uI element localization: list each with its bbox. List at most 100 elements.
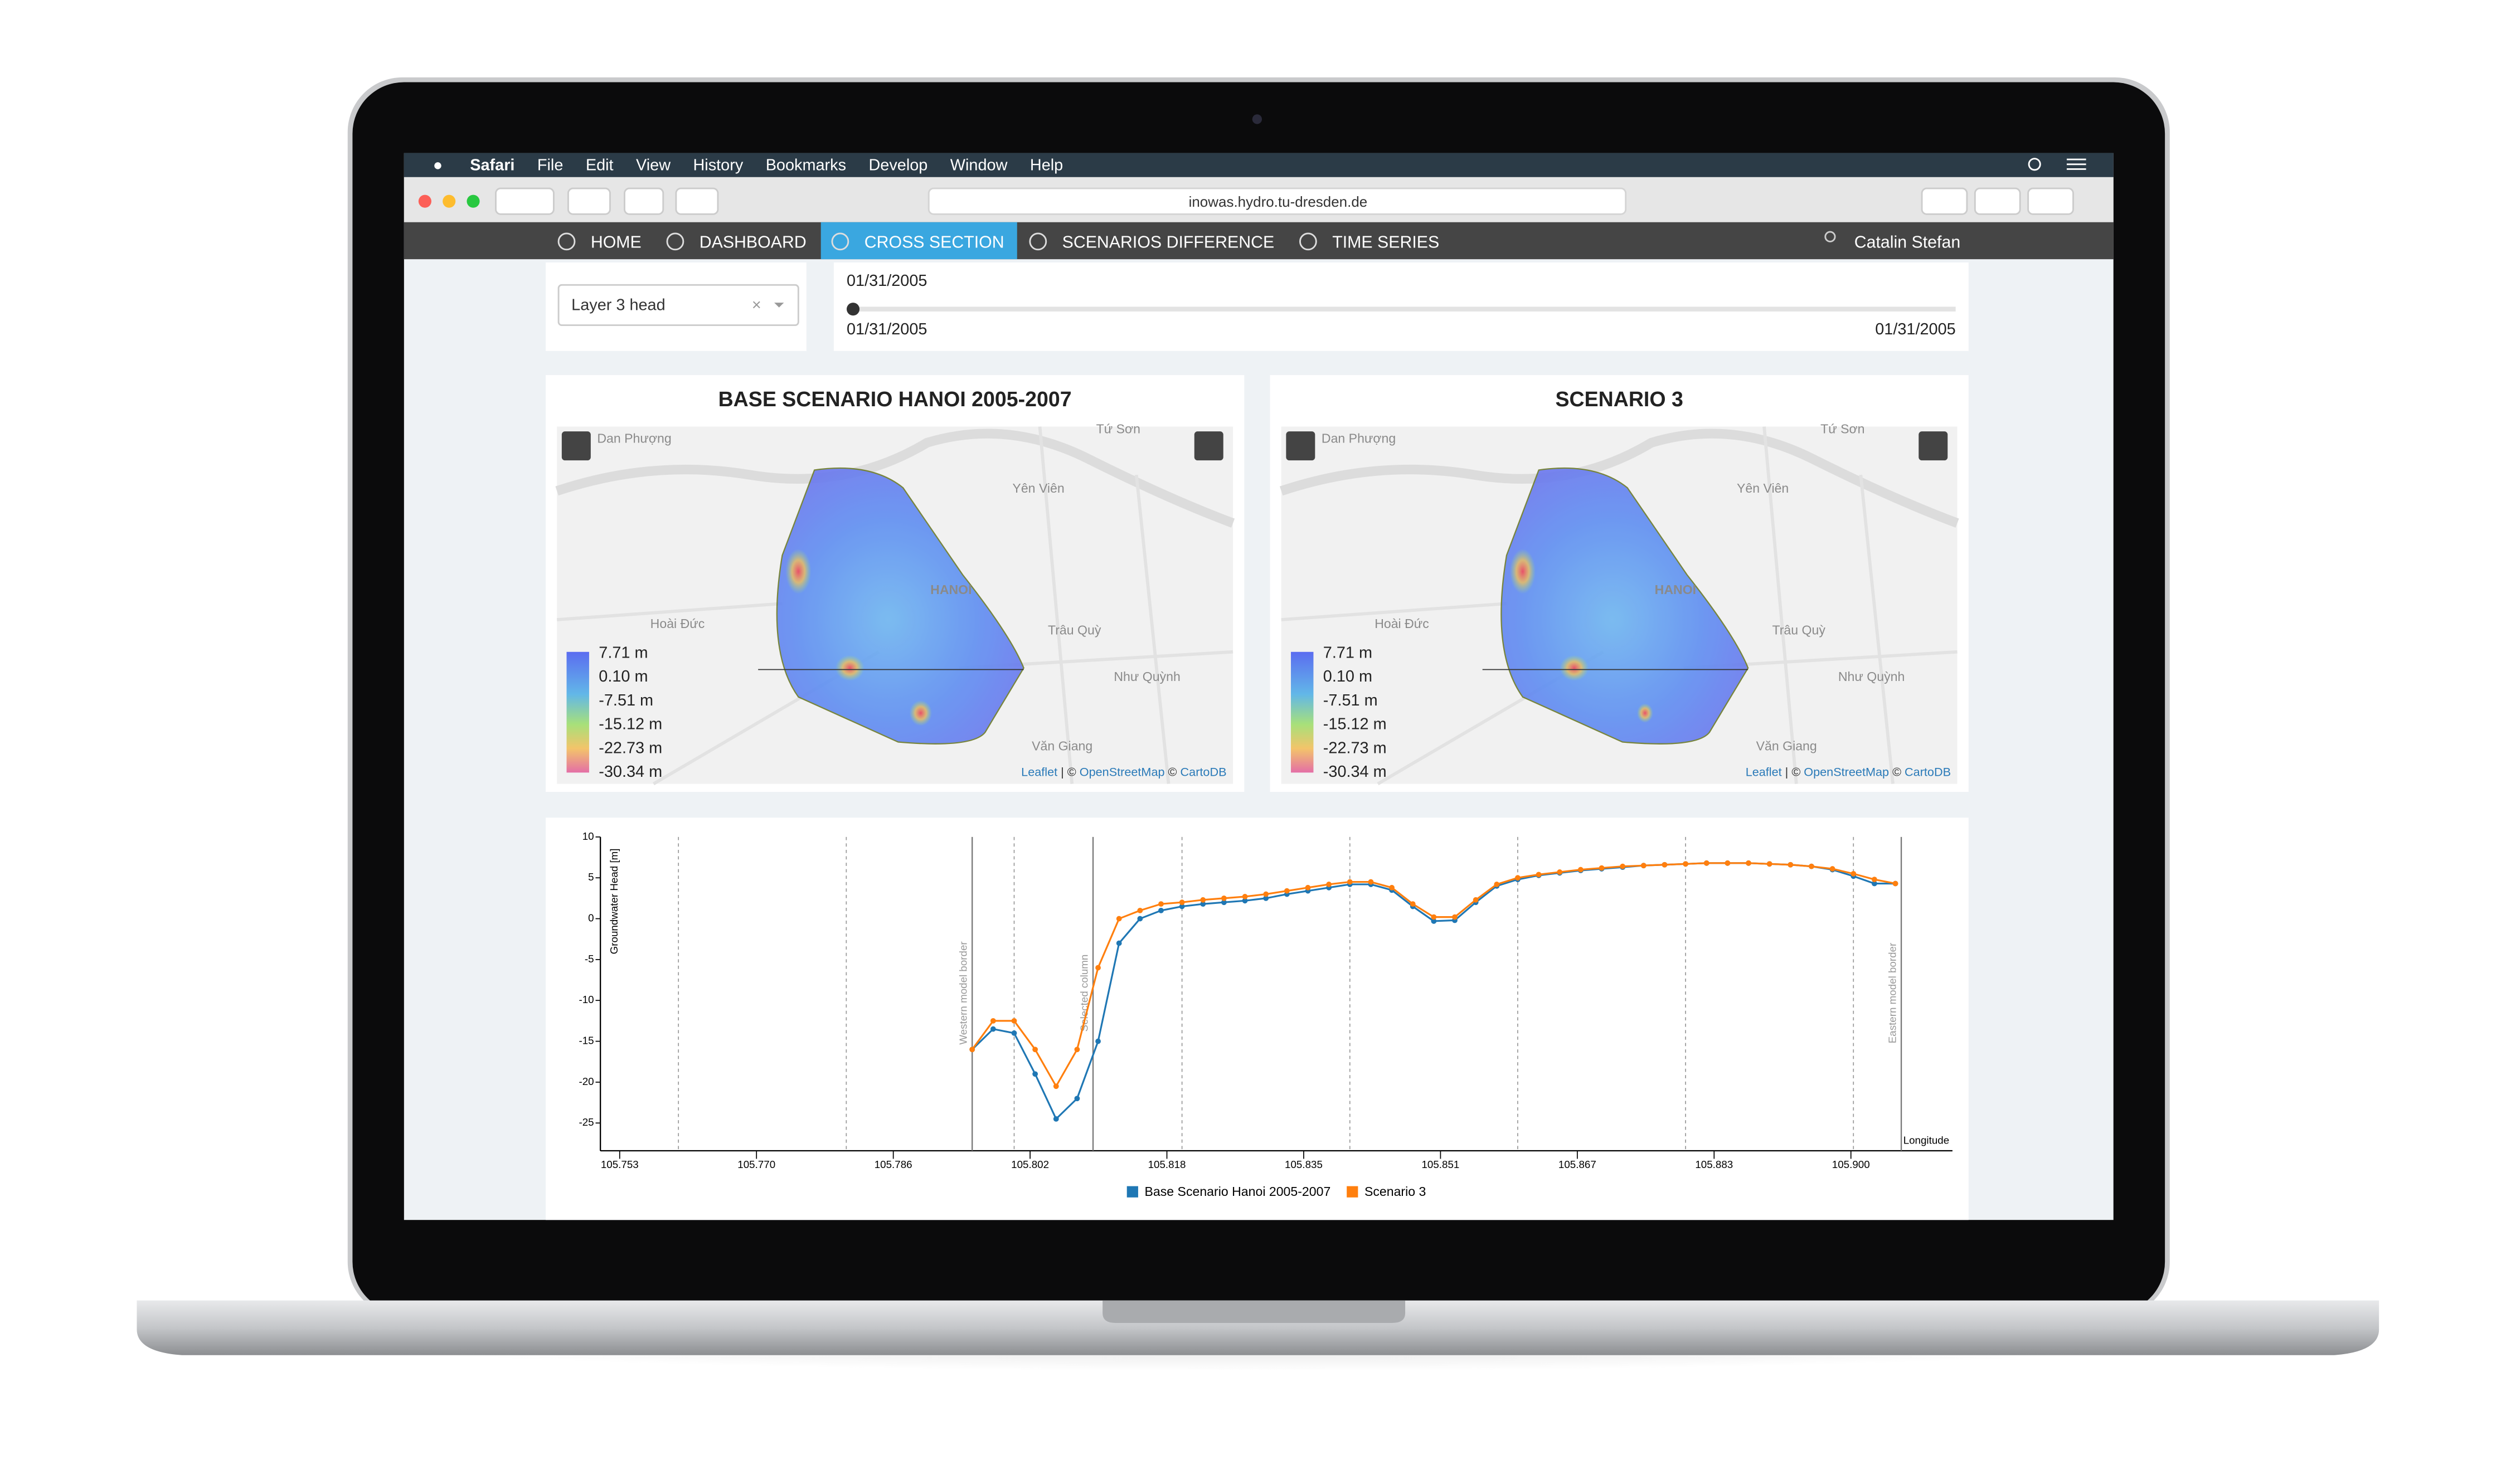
- legend-label[interactable]: Base Scenario Hanoi 2005-2007: [1144, 1184, 1330, 1199]
- data-point: [1746, 860, 1751, 866]
- colorbar-label: -7.51 m: [599, 692, 653, 709]
- data-point: [1011, 1030, 1017, 1036]
- menu-item[interactable]: Window: [950, 156, 1008, 174]
- nav-item[interactable]: SCENARIOS DIFFERENCE: [1019, 222, 1288, 259]
- attribution-link[interactable]: OpenStreetMap: [1076, 765, 1165, 779]
- location-button[interactable]: [1194, 431, 1223, 461]
- layers-button[interactable]: [561, 431, 591, 461]
- y-tick-label: -25: [579, 1116, 594, 1128]
- dropdown-arrow[interactable]: [774, 303, 784, 308]
- attribution-link[interactable]: CartoDB: [1901, 765, 1951, 779]
- data-point: [1305, 884, 1311, 891]
- place-label: Như Quỳnh: [1838, 669, 1905, 684]
- data-point: [1200, 897, 1206, 903]
- menu-item[interactable]: Develop: [868, 156, 927, 174]
- roads: [556, 426, 1233, 786]
- colorbar: [566, 651, 589, 773]
- user-name[interactable]: Catalin Stefan: [1854, 233, 1960, 251]
- nav-label[interactable]: TIME SERIES: [1332, 233, 1439, 251]
- slider-handle[interactable]: [846, 303, 860, 316]
- nav-label[interactable]: SCENARIOS DIFFERENCE: [1062, 233, 1275, 251]
- attribution-link[interactable]: CartoDB: [1177, 765, 1227, 779]
- menu-item[interactable]: Edit: [586, 156, 614, 174]
- data-point: [1389, 884, 1395, 891]
- data-point: [1557, 869, 1563, 875]
- attribution-link[interactable]: OpenStreetMap: [1800, 765, 1889, 779]
- place-label: Văn Giang: [1032, 738, 1092, 753]
- nav-icon: [1029, 232, 1047, 251]
- layers-button[interactable]: [1286, 431, 1315, 461]
- data-point: [1242, 894, 1248, 899]
- x-tick-label: 105.851: [1421, 1159, 1459, 1170]
- nav-item[interactable]: TIME SERIES: [1289, 222, 1452, 259]
- camera: [1252, 114, 1262, 124]
- close-button[interactable]: [418, 194, 431, 208]
- layer-select[interactable]: [557, 284, 799, 326]
- annotation-label: Eastern model border: [1887, 943, 1898, 1043]
- hotspot: [1560, 655, 1589, 681]
- block-button[interactable]: [624, 187, 664, 215]
- location-button[interactable]: [1919, 431, 1948, 461]
- share-button[interactable]: [1974, 187, 2021, 215]
- data-point: [969, 1047, 975, 1053]
- zoom-button[interactable]: [467, 194, 480, 208]
- menu-item[interactable]: History: [693, 156, 743, 174]
- tabs-button[interactable]: [2027, 187, 2074, 215]
- laptop-base: [137, 1300, 2379, 1355]
- attribution: Leaflet | © OpenStreetMap © CartoDB: [1021, 765, 1226, 779]
- place-label: Yên Viên: [1012, 481, 1064, 495]
- data-point: [1494, 882, 1500, 887]
- nav-label[interactable]: CROSS SECTION: [864, 233, 1004, 251]
- clear-icon[interactable]: ×: [752, 296, 761, 314]
- menu-item[interactable]: File: [537, 156, 564, 174]
- y-axis-label: Groundwater Head [m]: [608, 848, 620, 954]
- data-point: [1725, 860, 1731, 866]
- menu-item[interactable]: Help: [1030, 156, 1063, 174]
- attribution-text: ©: [1165, 765, 1177, 779]
- list-icon[interactable]: [2066, 158, 2086, 170]
- extension-button[interactable]: [675, 187, 719, 215]
- nav-label[interactable]: HOME: [591, 233, 642, 251]
- url-field[interactable]: [927, 187, 1627, 215]
- place-label: Yên Viên: [1737, 481, 1789, 495]
- data-point: [1284, 888, 1290, 894]
- map[interactable]: Dan Phượng Tứ Sơn Yên Viên HANOI Hoài Đức Trâ…: [1279, 421, 1959, 786]
- place-label: Hoài Đức: [650, 616, 705, 631]
- map[interactable]: Dan Phượng Tứ Sơn Yên Viên HANOI Hoài Đức Trâ…: [555, 421, 1235, 786]
- data-point: [1431, 918, 1437, 924]
- menu-item[interactable]: Bookmarks: [766, 156, 846, 174]
- data-point: [1116, 916, 1122, 922]
- place-label: Dan Phượng: [597, 431, 671, 446]
- data-point: [1536, 872, 1542, 878]
- data-point: [1347, 879, 1353, 885]
- search-icon[interactable]: [2028, 158, 2041, 171]
- sidebar-button[interactable]: [567, 187, 611, 215]
- river: [555, 429, 1235, 528]
- legend-label[interactable]: Scenario 3: [1364, 1184, 1426, 1199]
- colorbar-label: 7.71 m: [599, 644, 648, 661]
- y-tick-label: 0: [588, 912, 594, 924]
- attribution-link[interactable]: Leaflet: [1746, 765, 1782, 779]
- nav-item[interactable]: CROSS SECTION: [820, 222, 1017, 260]
- nav-item[interactable]: HOME: [547, 222, 654, 259]
- data-point: [1368, 879, 1374, 885]
- y-tick-label: -10: [579, 994, 594, 1005]
- nav-item[interactable]: DASHBOARD: [656, 222, 819, 259]
- download-button[interactable]: [1921, 187, 1968, 215]
- data-point: [1871, 877, 1877, 883]
- menu-item[interactable]: View: [636, 156, 671, 174]
- y-tick-label: -15: [579, 1035, 594, 1047]
- nav-label[interactable]: DASHBOARD: [700, 233, 807, 251]
- data-point: [1137, 916, 1143, 922]
- data-point: [1431, 914, 1437, 920]
- attribution-link[interactable]: Leaflet: [1021, 765, 1057, 779]
- legend-swatch: [1126, 1186, 1138, 1198]
- data-point: [1452, 914, 1458, 920]
- data-point: [1326, 882, 1332, 887]
- app-name[interactable]: Safari: [470, 156, 514, 174]
- data-point: [1200, 901, 1206, 907]
- back-forward[interactable]: [495, 187, 555, 215]
- minimize-button[interactable]: [443, 194, 456, 208]
- url: inowas.hydro.tu-dresden.de: [1189, 193, 1368, 210]
- attribution: Leaflet | © OpenStreetMap © CartoDB: [1746, 765, 1951, 779]
